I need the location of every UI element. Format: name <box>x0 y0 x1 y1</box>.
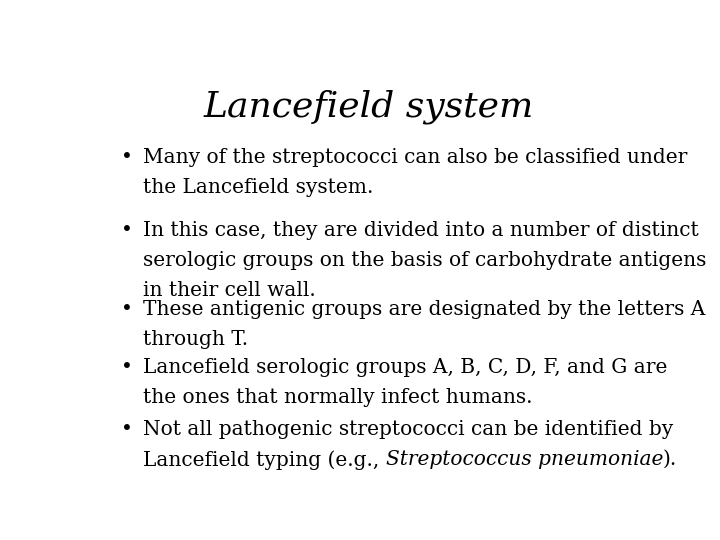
Text: In this case, they are divided into a number of distinct: In this case, they are divided into a nu… <box>143 221 698 240</box>
Text: •: • <box>121 358 132 377</box>
Text: Lancefield serologic groups A, B, C, D, F, and G are: Lancefield serologic groups A, B, C, D, … <box>143 358 667 377</box>
Text: Lancefield typing (e.g.,: Lancefield typing (e.g., <box>143 450 386 470</box>
Text: through T.: through T. <box>143 329 248 349</box>
Text: •: • <box>121 148 132 167</box>
Text: the ones that normally infect humans.: the ones that normally infect humans. <box>143 388 533 407</box>
Text: ).: ). <box>663 450 678 469</box>
Text: the Lancefield system.: the Lancefield system. <box>143 178 374 197</box>
Text: •: • <box>121 420 132 440</box>
Text: Not all pathogenic streptococci can be identified by: Not all pathogenic streptococci can be i… <box>143 420 673 440</box>
Text: Streptococcus pneumoniae: Streptococcus pneumoniae <box>386 450 663 469</box>
Text: These antigenic groups are designated by the letters A: These antigenic groups are designated by… <box>143 300 706 319</box>
Text: Many of the streptococci can also be classified under: Many of the streptococci can also be cla… <box>143 148 688 167</box>
Text: Lancefield system: Lancefield system <box>204 90 534 124</box>
Text: serologic groups on the basis of carbohydrate antigens: serologic groups on the basis of carbohy… <box>143 251 706 269</box>
Text: •: • <box>121 221 132 240</box>
Text: in their cell wall.: in their cell wall. <box>143 281 316 300</box>
Text: •: • <box>121 300 132 319</box>
